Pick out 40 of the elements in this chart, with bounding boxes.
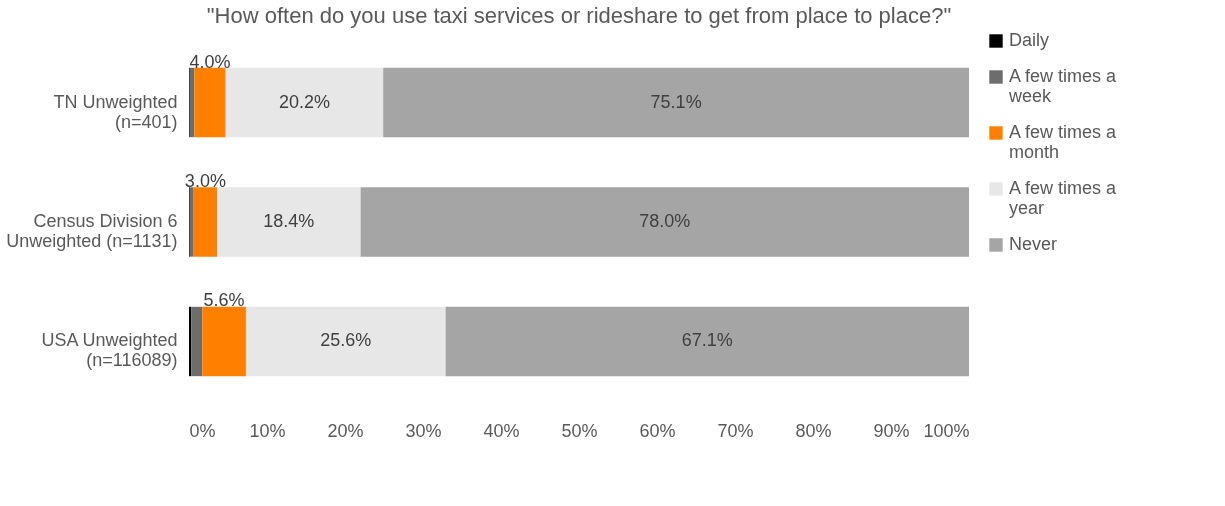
legend-label: Never bbox=[1009, 234, 1058, 254]
y-tick-label: Census Division 6 Unweighted (n=1131) bbox=[6, 211, 178, 251]
bar bbox=[194, 67, 226, 138]
data-label: 25.6% bbox=[320, 330, 372, 351]
data-label: 3.0% bbox=[184, 171, 226, 191]
x-tick-label: 100% bbox=[923, 420, 970, 441]
x-tick-label: 90% bbox=[873, 420, 910, 441]
legend-label: A few times a week bbox=[1008, 66, 1118, 106]
x-tick-label: 50% bbox=[561, 420, 598, 441]
data-label: 18.4% bbox=[263, 211, 315, 231]
data-label: 5.6% bbox=[203, 290, 245, 311]
x-tick-label: 10% bbox=[249, 420, 286, 441]
bar bbox=[245, 306, 446, 377]
bar bbox=[193, 187, 218, 257]
x-tick-label: 0% bbox=[189, 420, 216, 441]
x-tick-label: 80% bbox=[795, 420, 832, 441]
data-label: 75.1% bbox=[650, 91, 702, 112]
data-label: 67.1% bbox=[681, 330, 733, 351]
chart-title: "How often do you use taxi services or rideshare to get from place to place?" bbox=[206, 3, 952, 28]
bar bbox=[217, 187, 361, 257]
y-tick-label: USA Unweighted (n=116089) bbox=[41, 330, 178, 371]
legend-label: Daily bbox=[1009, 30, 1050, 50]
bar bbox=[191, 306, 203, 377]
x-tick-label: 30% bbox=[405, 420, 442, 441]
x-tick-label: 60% bbox=[639, 420, 676, 441]
bar bbox=[360, 187, 969, 257]
x-tick-label: 20% bbox=[327, 420, 364, 441]
legend-label: A few times a year bbox=[1009, 178, 1118, 218]
data-label: 20.2% bbox=[278, 91, 330, 112]
legend-label: A few times a month bbox=[1009, 122, 1118, 162]
data-label: 4.0% bbox=[189, 51, 231, 72]
bar bbox=[383, 67, 969, 138]
x-tick-label: 70% bbox=[717, 420, 754, 441]
y-tick-label: TN Unweighted (n=401) bbox=[53, 91, 178, 132]
bar bbox=[189, 187, 194, 257]
x-tick-label: 40% bbox=[483, 420, 520, 441]
bar bbox=[445, 306, 969, 377]
bar bbox=[225, 67, 384, 138]
data-label: 78.0% bbox=[639, 211, 691, 231]
bar bbox=[202, 306, 246, 377]
